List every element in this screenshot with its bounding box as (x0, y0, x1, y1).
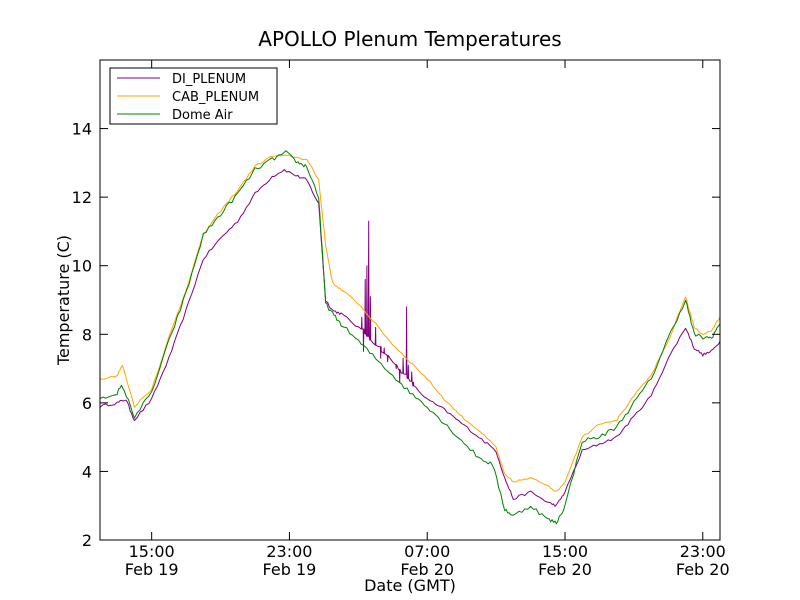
x-tick-date-label: Feb 19 (263, 560, 317, 579)
legend-label: DI_PLENUM (172, 72, 246, 87)
x-tick-time-label: 07:00 (404, 542, 450, 561)
y-axis-title: Temperature (C) (54, 235, 73, 366)
series-line-di-plenum (100, 169, 720, 507)
x-tick-time-label: 15:00 (542, 542, 588, 561)
chart-title: APOLLO Plenum Temperatures (258, 27, 561, 51)
legend-label: Dome Air (172, 108, 233, 123)
legend: DI_PLENUM CAB_PLENUM Dome Air (109, 67, 278, 125)
x-tick-date-label: Feb 19 (125, 560, 179, 579)
plot-area (100, 150, 720, 525)
plot-frame (99, 59, 721, 541)
y-tick-label: 12 (72, 188, 92, 207)
y-tick-label: 10 (72, 257, 92, 276)
y-tick-label: 14 (72, 120, 92, 139)
legend-label: CAB_PLENUM (172, 90, 259, 105)
y-tick-label: 8 (82, 325, 92, 344)
x-axis-title: Date (GMT) (364, 576, 456, 595)
series-line-dome-air (100, 150, 720, 525)
x-tick-time-label: 23:00 (680, 542, 726, 561)
y-tick-label: 2 (82, 531, 92, 550)
y-tick-label: 4 (82, 462, 92, 481)
x-tick-date-label: Feb 20 (538, 560, 592, 579)
x-tick-date-label: Feb 20 (400, 560, 454, 579)
x-tick-date-label: Feb 20 (676, 560, 730, 579)
y-tick-label: 6 (82, 394, 92, 413)
x-tick-time-label: 23:00 (266, 542, 312, 561)
x-tick-time-label: 15:00 (129, 542, 175, 561)
